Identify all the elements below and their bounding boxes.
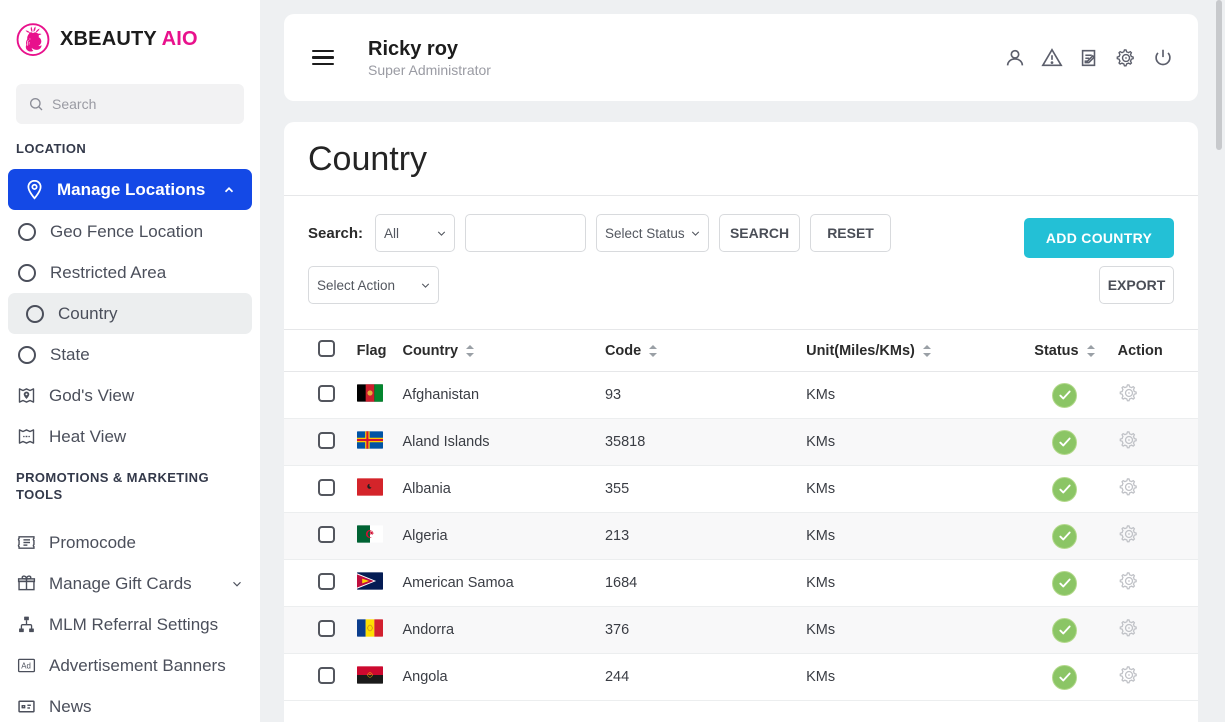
svg-text:Ad: Ad — [21, 662, 31, 671]
